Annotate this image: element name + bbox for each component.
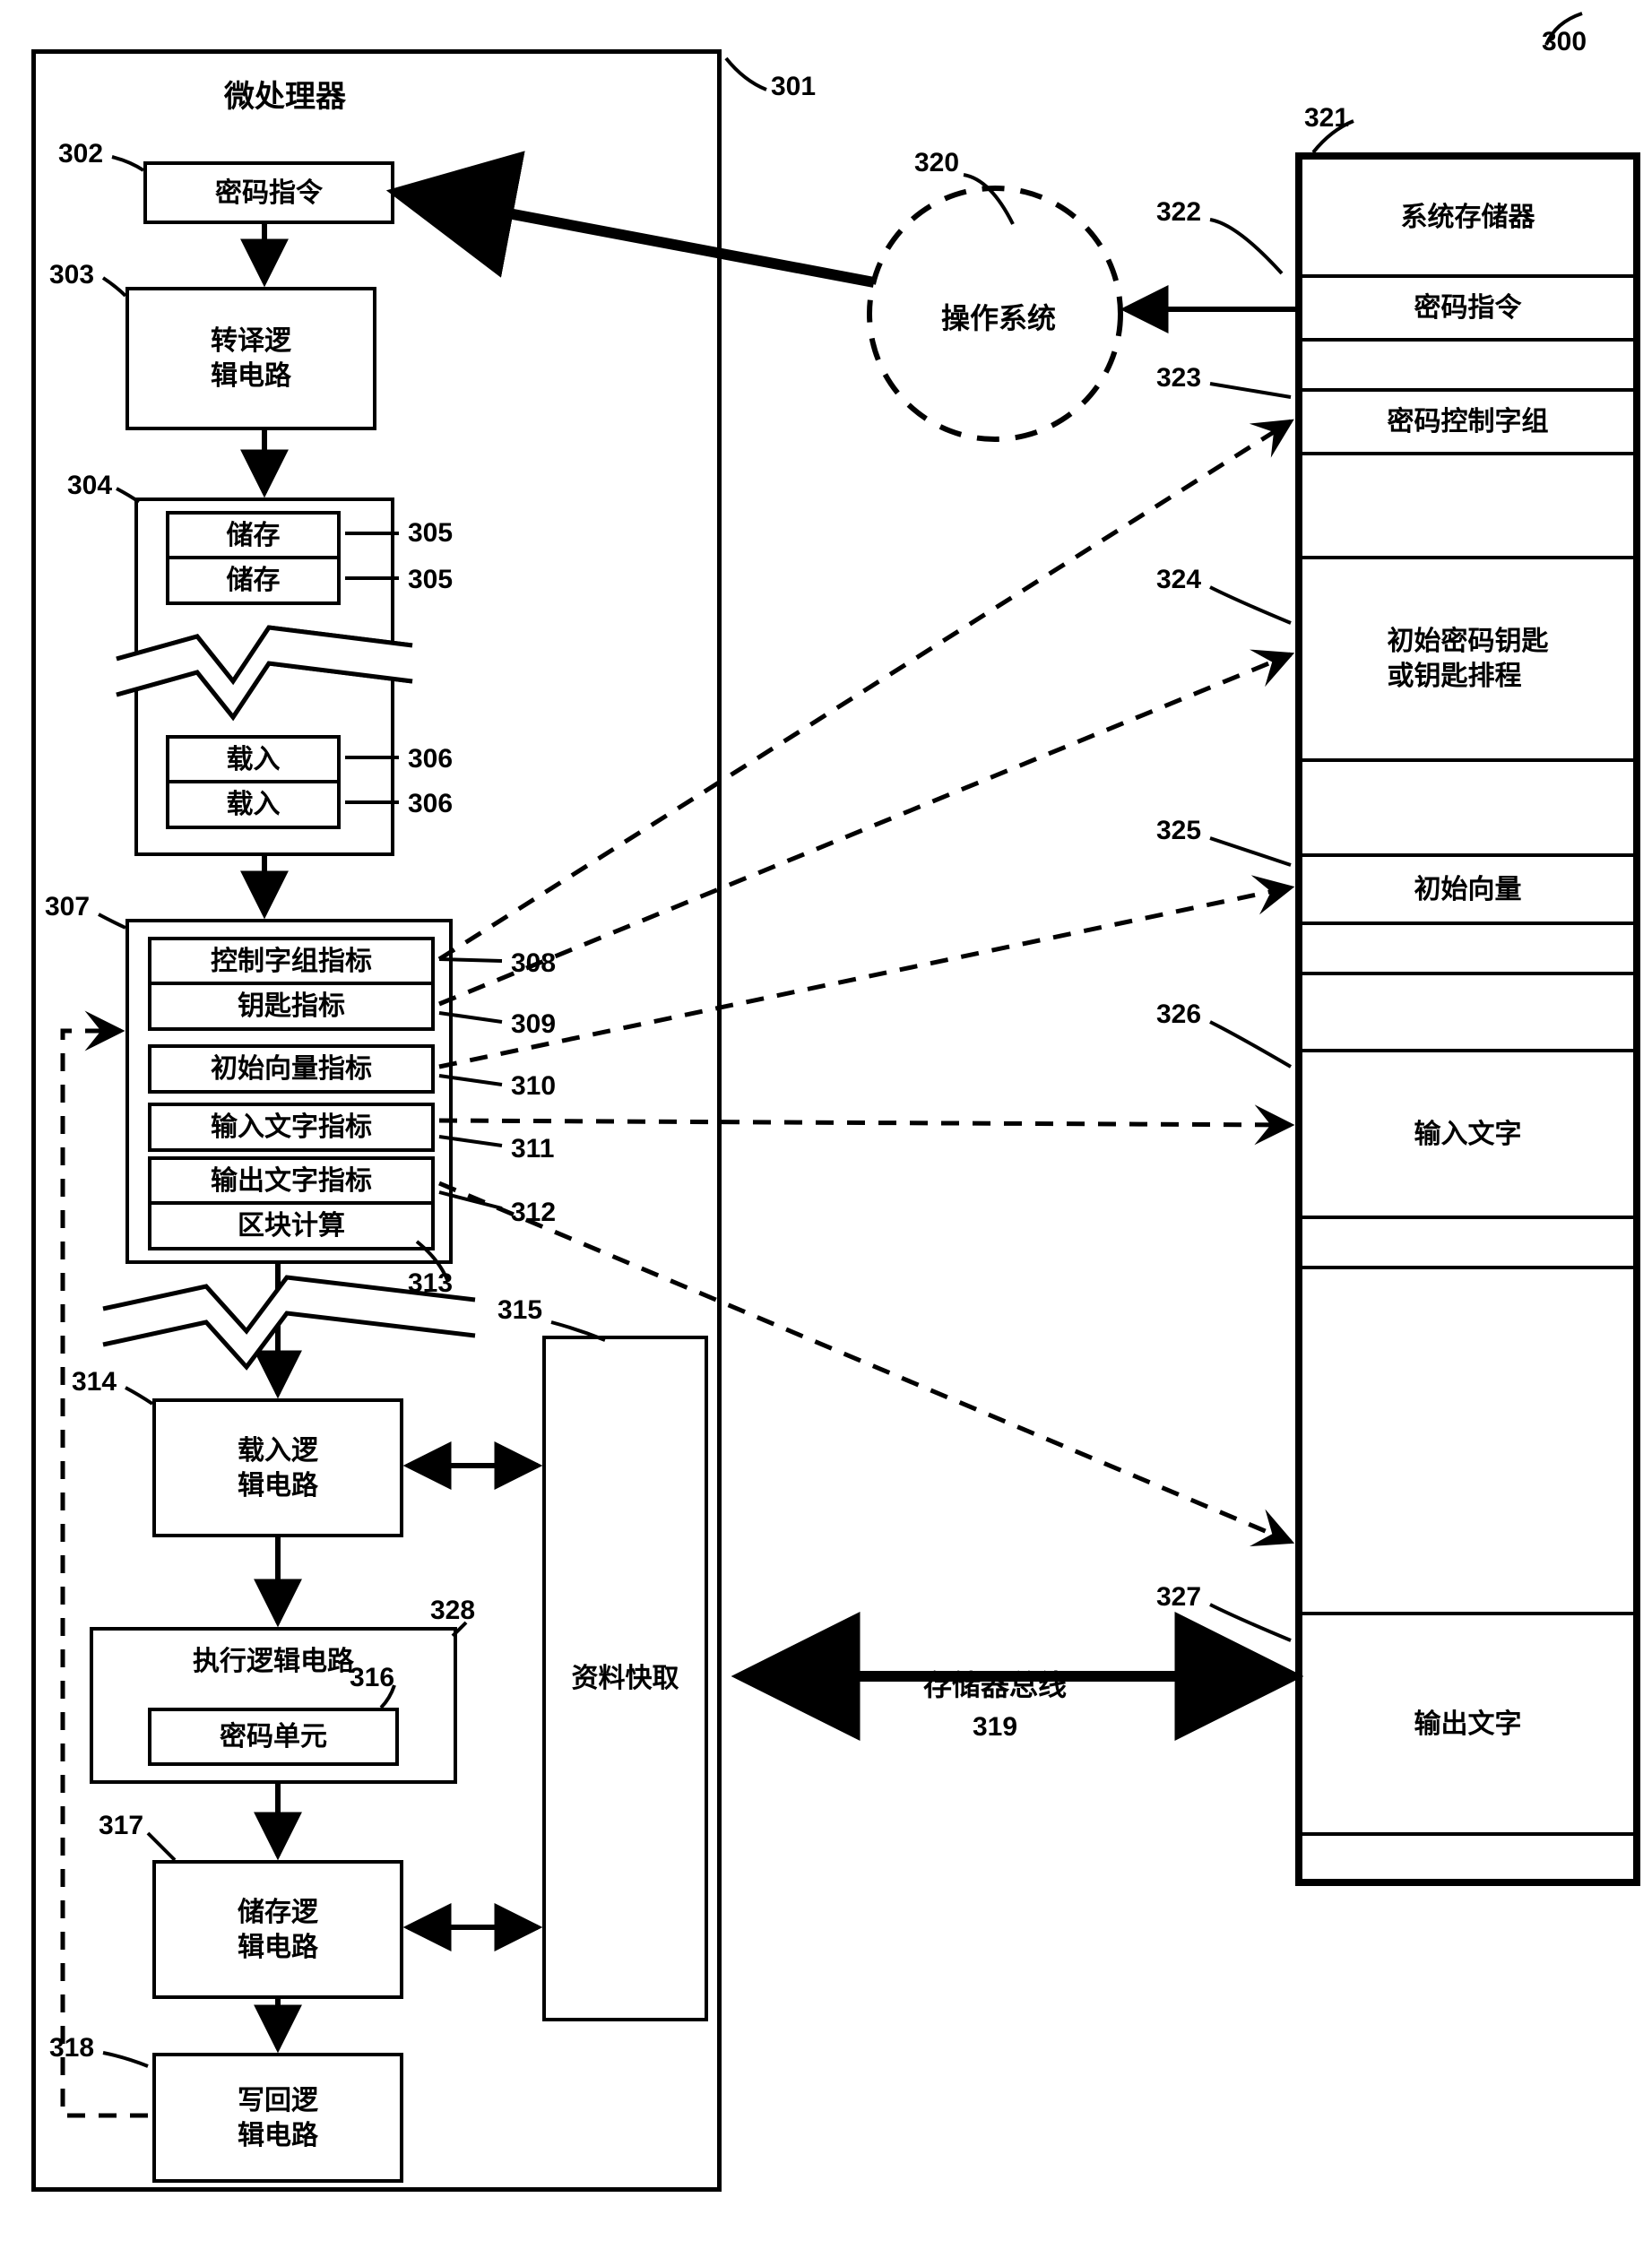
ref-300: 300 <box>1542 27 1587 57</box>
ref-315: 315 <box>497 1295 542 1326</box>
crypto-instruction-box: 密码指令 <box>143 161 394 224</box>
mem-spacer-4b <box>1295 972 1640 1052</box>
data-cache-label: 资料快取 <box>572 1661 679 1696</box>
memory-bus-label: 存储器总线 <box>923 1663 1067 1704</box>
store-logic-box: 储存逻 辑电路 <box>152 1860 403 1999</box>
mem-initial-key-cell: 初始密码钥匙 或钥匙排程 <box>1295 556 1640 762</box>
ref-313: 313 <box>408 1268 453 1299</box>
microprocessor-title: 微处理器 <box>224 72 346 116</box>
mem-spacer-2 <box>1295 452 1640 559</box>
ref-302: 302 <box>58 139 103 169</box>
ref-322: 322 <box>1156 197 1201 228</box>
load-op-2: 载入 <box>166 780 341 829</box>
os-label: 操作系统 <box>941 296 1056 337</box>
ref-323: 323 <box>1156 363 1201 394</box>
mem-spacer-3 <box>1295 758 1640 857</box>
load-op-1: 载入 <box>166 735 341 784</box>
mem-iv-label: 初始向量 <box>1414 872 1522 907</box>
ref-303: 303 <box>49 260 94 290</box>
key-ptr-label: 钥匙指标 <box>238 989 345 1024</box>
crypto-instruction-label: 密码指令 <box>215 176 323 211</box>
store-logic-label: 储存逻 辑电路 <box>238 1895 318 1965</box>
load-op-1-label: 载入 <box>227 742 281 777</box>
mem-spacer-4 <box>1295 921 1640 975</box>
ref-305-1: 305 <box>408 518 453 549</box>
ref-310: 310 <box>511 1071 556 1102</box>
iv-ptr-box: 初始向量指标 <box>148 1044 435 1094</box>
key-ptr-box: 钥匙指标 <box>148 982 435 1031</box>
mem-crypto-instruction-label: 密码指令 <box>1414 290 1522 325</box>
iv-ptr-label: 初始向量指标 <box>211 1051 372 1086</box>
ctrl-word-ptr-box: 控制字组指标 <box>148 937 435 986</box>
ref-320: 320 <box>914 148 959 178</box>
translate-logic-label: 转译逻 辑电路 <box>211 324 291 394</box>
crypto-unit-label: 密码单元 <box>220 1719 327 1754</box>
ref-305-2: 305 <box>408 565 453 595</box>
mem-spacer-6 <box>1295 1266 1640 1615</box>
memory-title-label: 系统存储器 <box>1401 200 1535 235</box>
writeback-logic-box: 写回逻 辑电路 <box>152 2053 403 2183</box>
ref-304: 304 <box>67 471 112 501</box>
load-op-2-label: 载入 <box>227 787 281 822</box>
input-text-ptr-box: 输入文字指标 <box>148 1103 435 1152</box>
store-op-1-label: 储存 <box>227 518 281 553</box>
diagram-root: 微处理器 密码指令 转译逻 辑电路 储存 储存 载入 载入 控制字组指标 钥匙指… <box>0 0 1652 2241</box>
ref-307: 307 <box>45 892 90 922</box>
ref-319: 319 <box>973 1712 1017 1743</box>
translate-logic-box: 转译逻 辑电路 <box>125 287 376 430</box>
mem-ctrl-word-label: 密码控制字组 <box>1388 404 1549 439</box>
mem-spacer-5 <box>1295 1216 1640 1269</box>
ref-328: 328 <box>430 1596 475 1626</box>
ref-314: 314 <box>72 1367 117 1397</box>
store-op-2-label: 储存 <box>227 563 281 598</box>
crypto-unit-box: 密码单元 <box>148 1708 399 1766</box>
writeback-logic-label: 写回逻 辑电路 <box>238 2083 318 2153</box>
ref-301: 301 <box>771 72 816 102</box>
ref-311: 311 <box>511 1134 554 1164</box>
mem-crypto-instruction-cell: 密码指令 <box>1295 274 1640 342</box>
mem-output-text-cell: 输出文字 <box>1295 1612 1640 1836</box>
exec-logic-label: 执行逻辑电路 <box>193 1644 354 1679</box>
ctrl-word-ptr-label: 控制字组指标 <box>211 944 372 979</box>
ref-327: 327 <box>1156 1582 1201 1613</box>
block-count-label: 区块计算 <box>238 1208 345 1243</box>
input-text-ptr-label: 输入文字指标 <box>211 1110 372 1145</box>
ref-318: 318 <box>49 2033 94 2064</box>
mem-input-text-label: 输入文字 <box>1414 1117 1522 1152</box>
mem-output-text-label: 输出文字 <box>1414 1707 1522 1742</box>
load-logic-box: 载入逻 辑电路 <box>152 1398 403 1537</box>
ref-324: 324 <box>1156 565 1201 595</box>
ref-306-1: 306 <box>408 744 453 774</box>
mem-spacer-1 <box>1295 338 1640 392</box>
ref-308: 308 <box>511 948 556 979</box>
mem-input-text-cell: 输入文字 <box>1295 1049 1640 1219</box>
mem-initial-key-label: 初始密码钥匙 或钥匙排程 <box>1388 624 1549 694</box>
store-op-2: 储存 <box>166 556 341 605</box>
mem-ctrl-word-cell: 密码控制字组 <box>1295 388 1640 455</box>
output-text-ptr-box: 输出文字指标 <box>148 1156 435 1206</box>
data-cache-box: 资料快取 <box>542 1336 708 2021</box>
store-op-1: 储存 <box>166 511 341 560</box>
block-count-box: 区块计算 <box>148 1201 435 1250</box>
ref-326: 326 <box>1156 999 1201 1030</box>
load-logic-label: 载入逻 辑电路 <box>238 1433 318 1503</box>
memory-title-cell: 系统存储器 <box>1295 152 1640 278</box>
mem-spacer-7 <box>1295 1832 1640 1886</box>
ref-316: 316 <box>350 1663 394 1693</box>
ref-325: 325 <box>1156 816 1201 846</box>
ref-309: 309 <box>511 1009 556 1040</box>
ref-306-2: 306 <box>408 789 453 819</box>
ref-312: 312 <box>511 1198 556 1228</box>
ref-317: 317 <box>99 1811 143 1841</box>
ref-321: 321 <box>1304 103 1349 134</box>
output-text-ptr-label: 输出文字指标 <box>211 1164 372 1198</box>
mem-iv-cell: 初始向量 <box>1295 853 1640 925</box>
